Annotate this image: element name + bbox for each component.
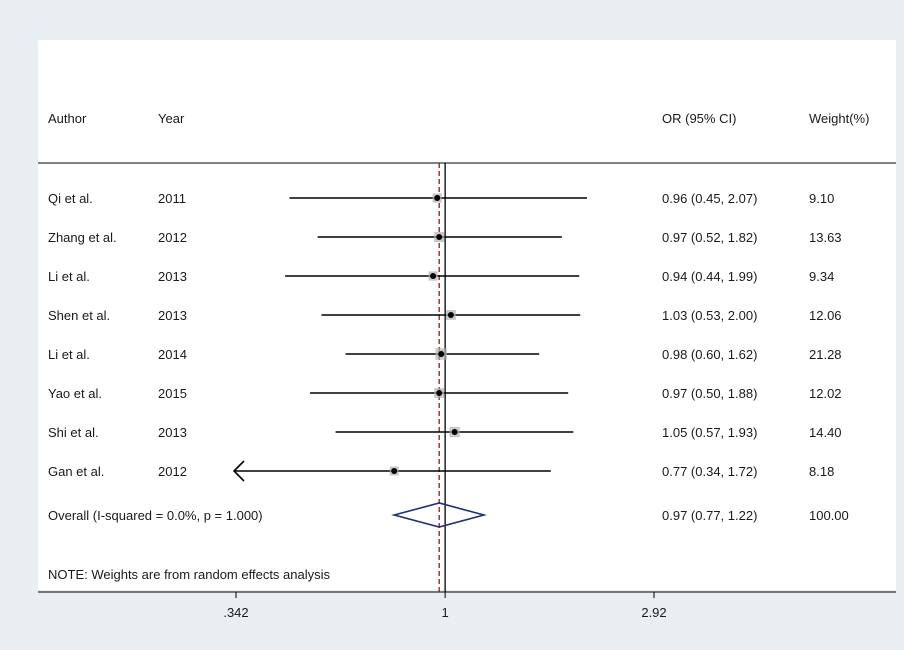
study-year: 2012 (158, 230, 187, 245)
study-author: Shen et al. (48, 308, 111, 323)
note-text: NOTE: Weights are from random effects an… (48, 567, 331, 582)
study-year: 2015 (158, 386, 187, 401)
study-or-text: 0.94 (0.44, 1.99) (662, 269, 758, 284)
study-weight: 12.02 (809, 386, 842, 401)
point-estimate (447, 312, 454, 318)
overall-diamond (391, 502, 487, 528)
study-year: 2013 (158, 269, 187, 284)
study-or-text: 0.98 (0.60, 1.62) (662, 347, 758, 362)
study-weight: 14.40 (809, 425, 842, 440)
study-author: Li et al. (48, 269, 90, 284)
study-year: 2013 (158, 425, 187, 440)
study-weight: 9.10 (809, 191, 835, 206)
point-estimate (438, 351, 445, 357)
header-or: OR (95% CI) (662, 111, 737, 126)
header-author: Author (48, 111, 87, 126)
study-or-text: 1.03 (0.53, 2.00) (662, 308, 758, 323)
study-or-text: 0.97 (0.50, 1.88) (662, 386, 758, 401)
overall-or-text: 0.97 (0.77, 1.22) (662, 508, 758, 523)
study-author: Yao et al. (48, 386, 102, 401)
point-estimate (434, 195, 441, 201)
overall-weight: 100.00 (809, 508, 849, 523)
study-year: 2014 (158, 347, 187, 362)
ci-arrow (232, 460, 245, 482)
study-weight: 21.28 (809, 347, 842, 362)
point-estimate (430, 273, 437, 279)
x-tick-label: .342 (223, 605, 249, 620)
study-author: Zhang et al. (48, 230, 117, 245)
point-estimate (451, 429, 458, 435)
study-weight: 12.06 (809, 308, 842, 323)
point-estimate (436, 390, 443, 396)
study-author: Shi et al. (48, 425, 99, 440)
study-year: 2013 (158, 308, 187, 323)
x-tick-label: 2.92 (641, 605, 667, 620)
study-or-text: 0.77 (0.34, 1.72) (662, 464, 758, 479)
study-author: Qi et al. (48, 191, 93, 206)
study-weight: 9.34 (809, 269, 835, 284)
header-year: Year (158, 111, 185, 126)
overall-label: Overall (I-squared = 0.0%, p = 1.000) (48, 508, 263, 523)
study-weight: 8.18 (809, 464, 835, 479)
study-year: 2012 (158, 464, 187, 479)
study-weight: 13.63 (809, 230, 842, 245)
header-weight: Weight(%) (809, 111, 870, 126)
study-year: 2011 (158, 191, 186, 206)
study-or-text: 1.05 (0.57, 1.93) (662, 425, 758, 440)
study-or-text: 0.97 (0.52, 1.82) (662, 230, 758, 245)
study-author: Li et al. (48, 347, 90, 362)
x-tick-label: 1 (441, 605, 449, 620)
study-or-text: 0.96 (0.45, 2.07) (662, 191, 758, 206)
study-author: Gan et al. (48, 464, 105, 479)
point-estimate (391, 468, 398, 474)
point-estimate (436, 234, 443, 240)
